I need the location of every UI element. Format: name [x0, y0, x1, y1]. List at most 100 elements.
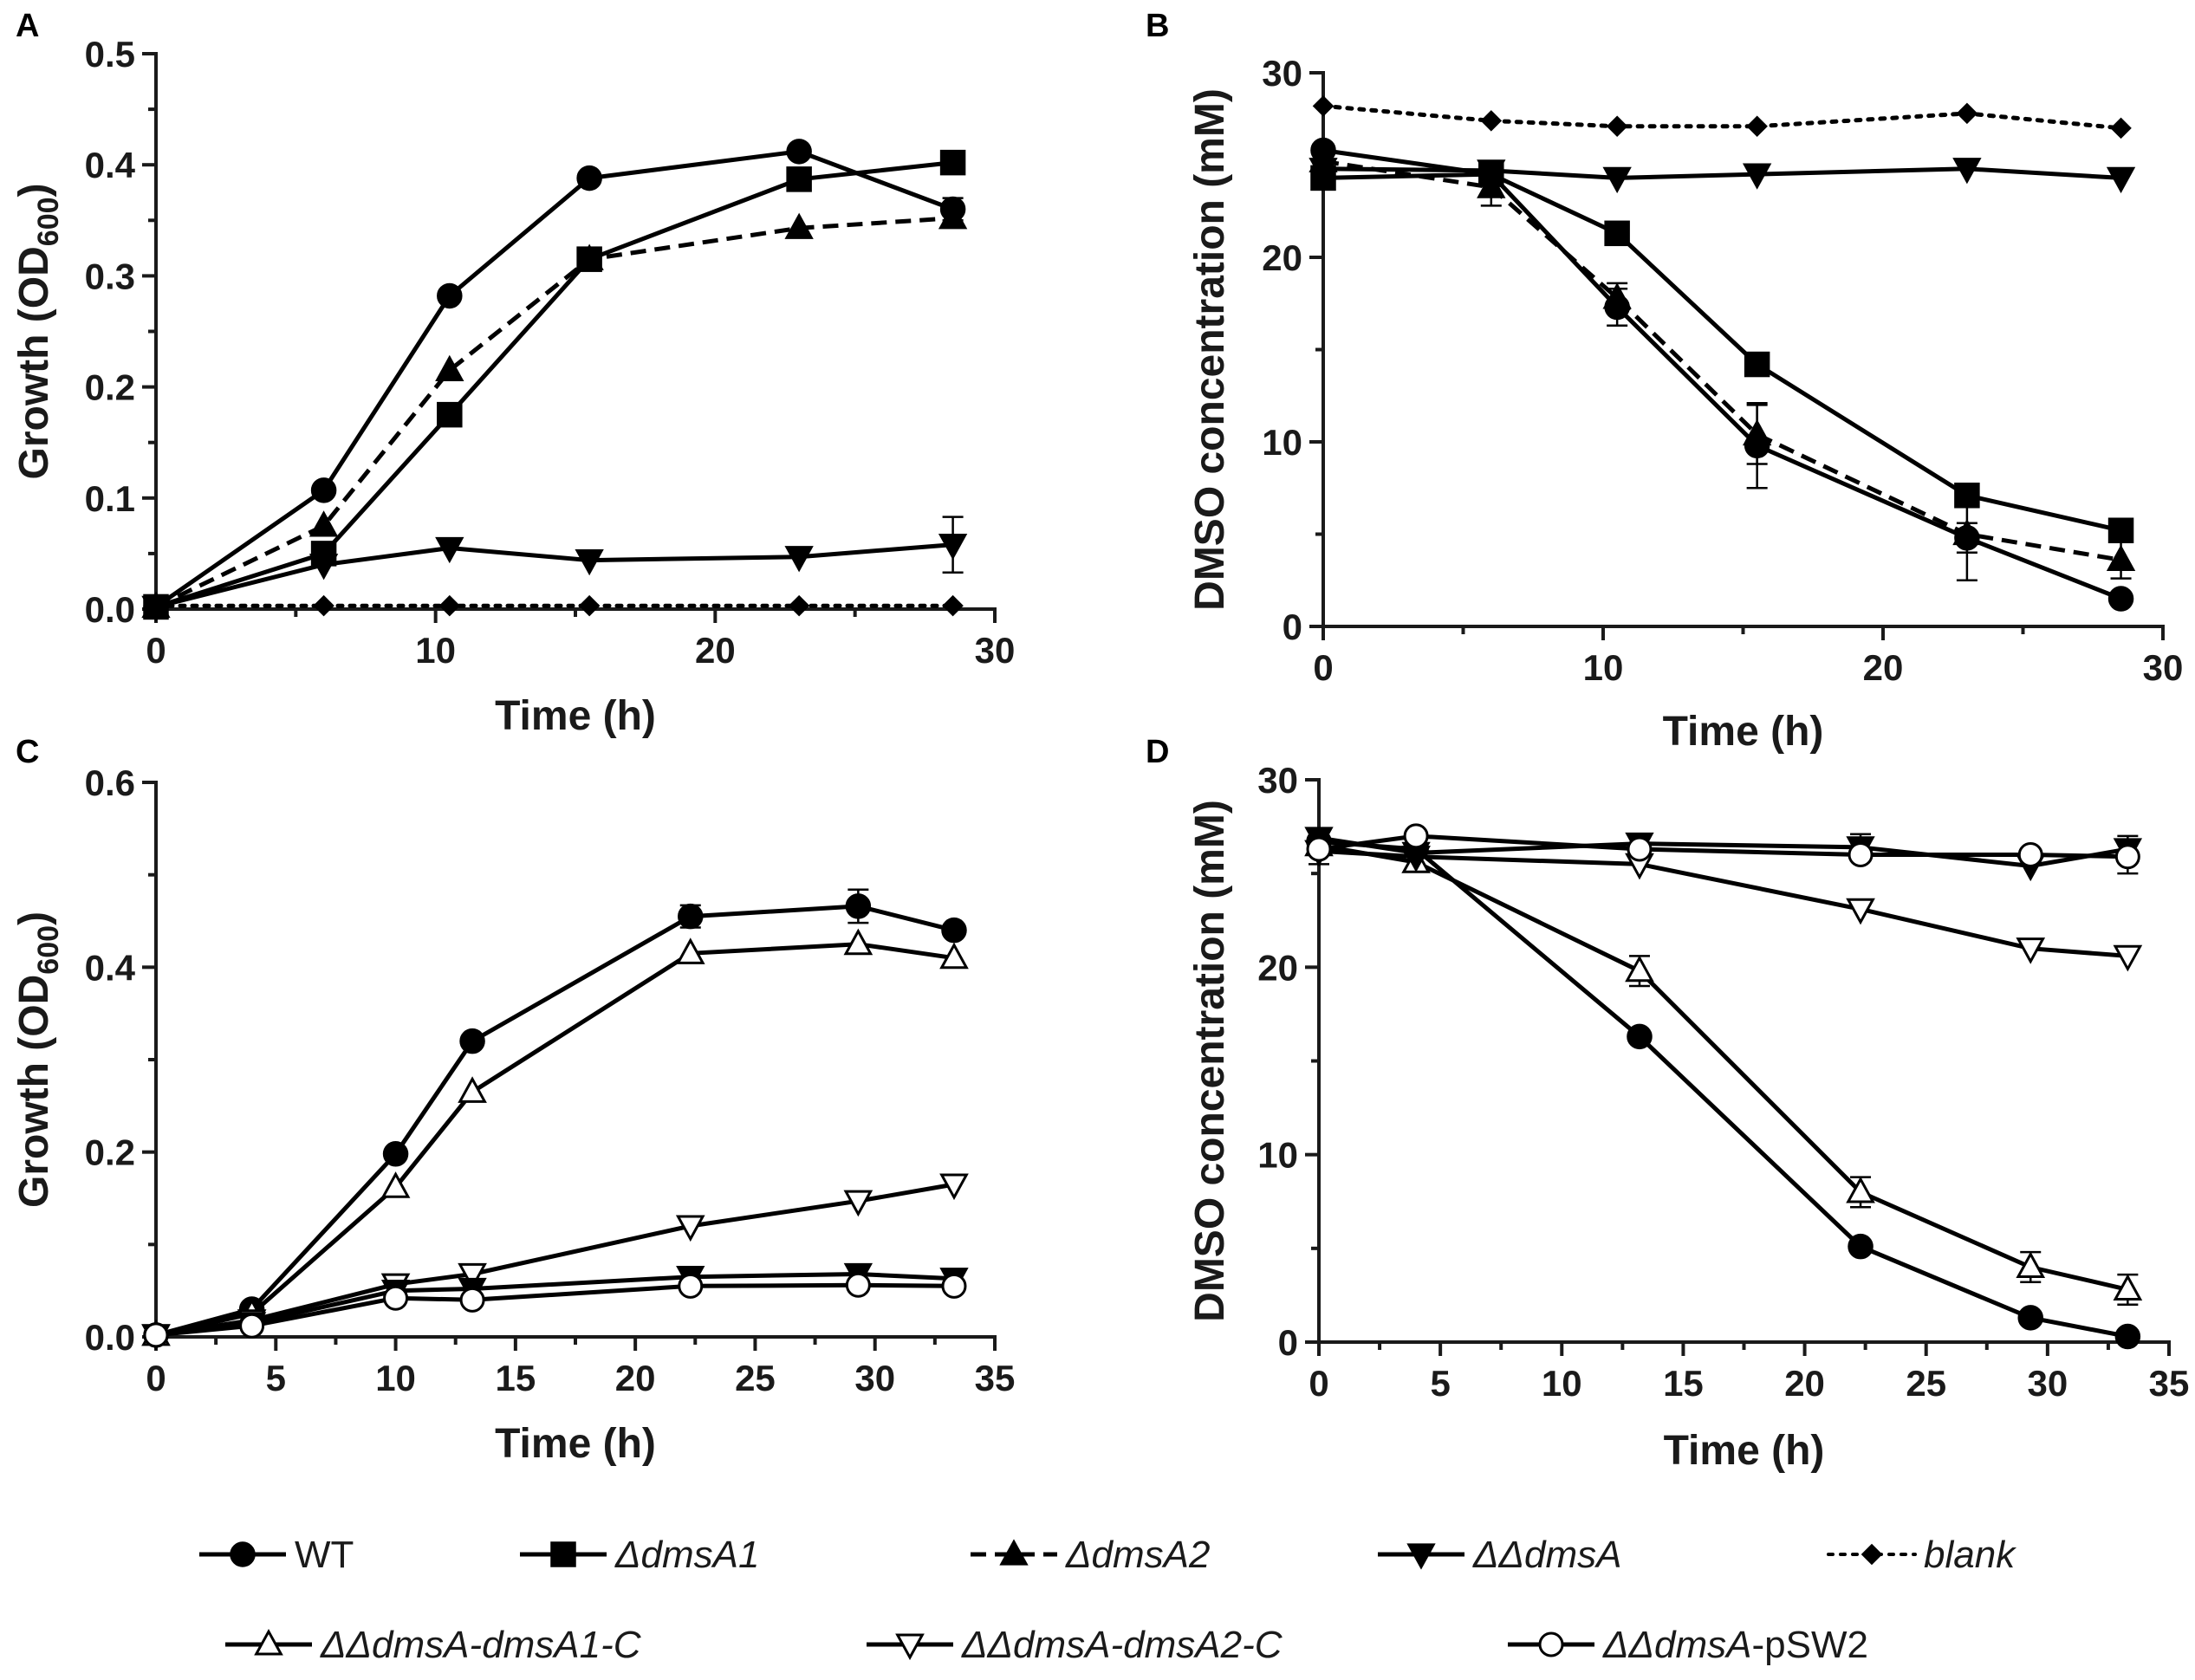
data-point-ddmsA — [784, 546, 814, 573]
y-tick-label: 0.2 — [85, 1132, 135, 1173]
data-point-pSW2 — [143, 1322, 169, 1348]
data-point-c2 — [458, 1262, 487, 1290]
series-line-dmsA2 — [154, 216, 953, 609]
panel-C: C 0 5 10 15 20 25 30 35 0.0 0.2 0.4 0.6 Time (h) Growt… — [11, 734, 1015, 1467]
x-tick-label: 20 — [1863, 647, 1904, 688]
data-point-ddmsA — [938, 533, 968, 561]
data-point-c2 — [675, 1215, 705, 1242]
series-line-wt — [155, 904, 955, 1338]
series-line-dmsA1 — [155, 160, 953, 609]
legend-label-italic: ΔΔdmsA — [1602, 1624, 1752, 1666]
series-line-dmsA2 — [1322, 159, 2122, 562]
data-point-ddmsA — [1602, 166, 1632, 194]
series-line-pSW2 — [1318, 834, 2128, 859]
x-tick-label: 30 — [975, 630, 1016, 671]
data-point-blank — [2110, 117, 2132, 139]
data-point-wt — [576, 165, 602, 191]
x-tick-label: 30 — [854, 1358, 895, 1398]
x-axis-title: Time (h) — [495, 693, 656, 739]
legend-label: ΔΔdmsA-dmsA2-C — [961, 1624, 1283, 1666]
data-point-wt — [845, 893, 872, 919]
data-point-wt — [2114, 1323, 2141, 1350]
x-axis-title: Time (h) — [1663, 709, 1824, 755]
y-tick-label: 30 — [1257, 760, 1298, 801]
data-point-ddmsA — [1309, 158, 1338, 185]
y-tick-label: 0.0 — [85, 1317, 135, 1358]
data-point-pSW2 — [1627, 836, 1653, 862]
data-point-c1 — [2016, 1251, 2046, 1279]
x-tick-label: 20 — [1784, 1363, 1825, 1404]
y-title-main: DMSO concentration (mM) — [1187, 800, 1233, 1322]
data-point-c2 — [2016, 937, 2046, 964]
y-tick-label: 0.4 — [85, 145, 136, 185]
series-line-wt — [1318, 839, 2128, 1339]
legend-item-c1: ΔΔdmsA-dmsA1-C — [225, 1624, 642, 1666]
data-point-pSW2 — [383, 1285, 409, 1311]
data-point-dmsA2 — [938, 203, 968, 230]
data-point-c2 — [939, 1173, 969, 1201]
x-tick-label: 15 — [495, 1358, 536, 1398]
data-point-wt — [941, 917, 967, 944]
data-point-c1 — [675, 937, 705, 964]
data-point-c1 — [380, 1171, 411, 1198]
legend-marker — [1406, 1543, 1436, 1570]
data-point-dmsA2 — [1742, 418, 1772, 446]
panel-A: A 0 10 20 30 0.0 0.1 0.2 0.3 0.4 0.5 Time (h) Growth… — [11, 8, 1015, 739]
data-point-c1 — [1846, 1176, 1875, 1203]
x-tick-label: 35 — [2149, 1363, 2190, 1404]
series-line-wt — [1322, 148, 2122, 601]
data-point-dmsA2 — [435, 354, 464, 382]
data-point-wt — [2017, 1305, 2043, 1331]
y-title-main: Growth (OD — [11, 246, 57, 479]
data-point-ddmsA — [308, 554, 339, 581]
data-point-blank — [942, 594, 964, 617]
y-tick-label: 0.1 — [85, 478, 135, 519]
legend-label: ΔΔdmsA-dmsA1-C — [320, 1624, 642, 1666]
y-tick-label: 0.3 — [85, 256, 135, 296]
data-point-pSW2 — [1403, 823, 1429, 849]
data-point-wt — [786, 139, 812, 165]
data-point-wt — [1627, 1023, 1653, 1050]
legend-marker — [230, 1541, 256, 1567]
legend-label: WT — [295, 1534, 354, 1576]
data-point-c1 — [1625, 955, 1654, 983]
x-tick-label: 0 — [1313, 647, 1333, 688]
legend-marker — [254, 1628, 283, 1656]
series-line-c1 — [1318, 843, 2128, 1292]
legend-label: ΔdmsA2 — [1065, 1534, 1210, 1576]
y-tick-label: 0 — [1278, 1322, 1298, 1363]
data-point-pSW2 — [2017, 842, 2043, 868]
data-point-pSW2 — [678, 1273, 704, 1299]
y-tick-label: 0.6 — [85, 762, 135, 803]
legend-item-blank: blank — [1827, 1534, 2016, 1576]
data-point-dmsA2 — [2106, 544, 2136, 571]
legend-label: ΔΔdmsA-pSW2 — [1602, 1624, 1868, 1666]
data-point-wt — [437, 282, 463, 309]
data-point-ddmsA — [1952, 158, 1982, 185]
x-tick-label: 10 — [415, 630, 456, 671]
data-point-dmsA1 — [2107, 517, 2134, 543]
y-tick-label: 0.0 — [85, 589, 135, 630]
y-tick-label: 10 — [1257, 1135, 1298, 1176]
data-point-c1 — [939, 942, 969, 970]
data-point-dmsA2 — [575, 243, 604, 270]
data-point-ddmsA — [1477, 159, 1506, 186]
data-point-dmsA1 — [1604, 220, 1630, 247]
data-point-dmsA1 — [437, 401, 463, 428]
legend-marker — [1538, 1631, 1564, 1657]
legend-item-ddmsA: ΔΔdmsA — [1378, 1534, 1622, 1576]
data-point-blank — [1606, 115, 1628, 138]
x-tick-label: 20 — [615, 1358, 656, 1398]
y-title-end: ) — [11, 911, 57, 925]
data-point-wt — [1848, 1233, 1874, 1260]
data-point-wt — [678, 903, 704, 930]
data-point-pSW2 — [2114, 844, 2140, 870]
y-title-subscript: 600 — [32, 197, 65, 246]
series-line-c2 — [155, 1182, 955, 1338]
data-point-dmsA2 — [308, 510, 339, 537]
y-axis-title: Growth (OD600) — [11, 183, 65, 479]
legend-item-pSW2: ΔΔdmsA-pSW2 — [1508, 1624, 1868, 1666]
data-point-ddmsA — [2106, 166, 2136, 194]
x-axis-title: Time (h) — [1664, 1428, 1825, 1474]
data-point-pSW2 — [459, 1287, 485, 1313]
